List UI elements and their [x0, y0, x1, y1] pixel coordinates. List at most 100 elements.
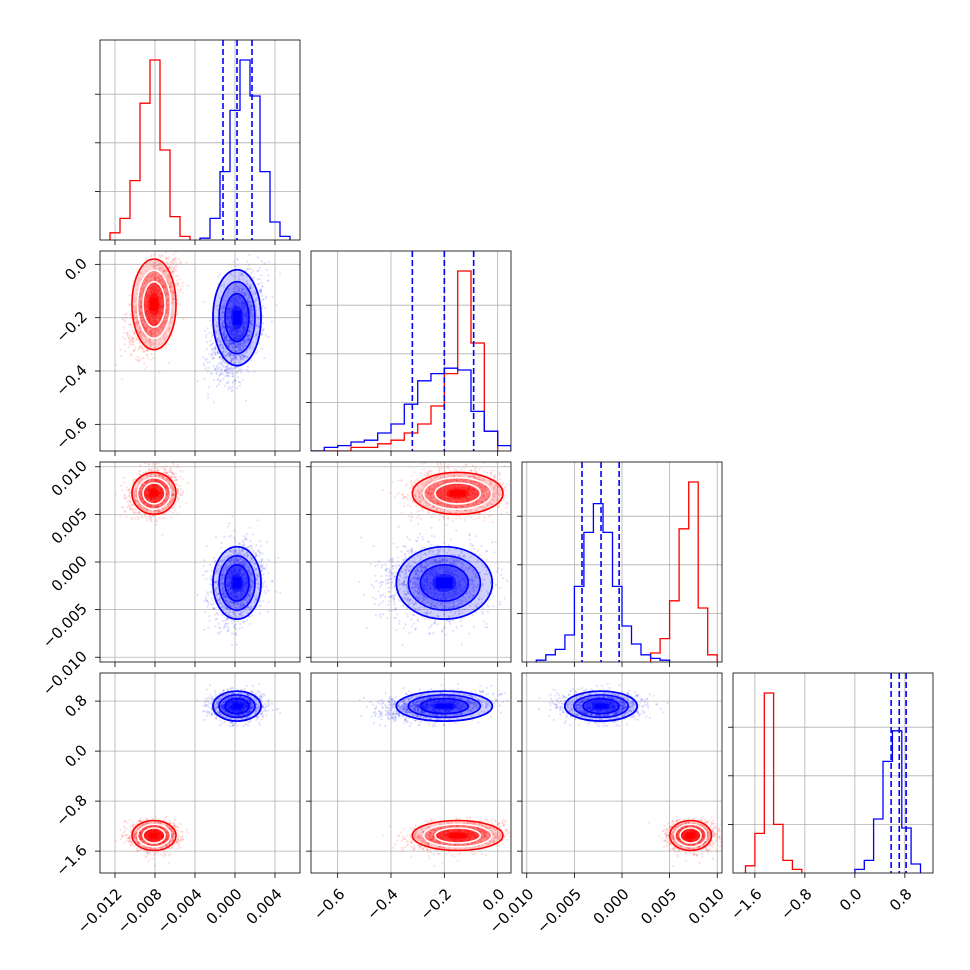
sample-point	[238, 271, 241, 274]
sample-point	[144, 304, 147, 307]
sample-point	[144, 341, 147, 344]
sample-point	[151, 289, 154, 292]
sample-point	[161, 517, 164, 520]
sample-point	[149, 290, 152, 293]
sample-point	[135, 318, 138, 321]
sample-point	[181, 284, 184, 287]
sample-point	[142, 325, 145, 328]
sample-point	[239, 336, 242, 339]
sample-point	[132, 337, 135, 340]
sample-point	[157, 326, 160, 329]
sample-point	[247, 301, 250, 304]
sample-point	[241, 304, 244, 307]
sample-point	[168, 262, 171, 265]
sample-point	[221, 298, 225, 302]
sample-point	[172, 290, 175, 293]
sample-point	[238, 381, 242, 384]
sample-point	[153, 267, 156, 270]
sample-point	[154, 283, 157, 286]
sample-point	[138, 299, 141, 302]
sample-point	[225, 337, 228, 340]
sample-point	[146, 296, 149, 300]
sample-point	[170, 270, 173, 273]
sample-point	[135, 324, 138, 327]
sample-point	[241, 307, 244, 310]
sample-point	[154, 327, 157, 330]
sample-point	[149, 332, 152, 335]
sample-point	[158, 313, 162, 317]
sample-point	[120, 489, 124, 492]
sample-point	[159, 255, 162, 258]
sample-point	[156, 328, 159, 331]
sample-point	[150, 335, 153, 338]
sample-point	[162, 320, 165, 324]
sample-point	[234, 338, 237, 341]
sample-point	[246, 243, 248, 245]
sample-point	[242, 356, 245, 359]
sample-point	[242, 304, 245, 307]
sample-point	[235, 333, 238, 336]
panel-2d-1-0	[114, 243, 282, 404]
sample-point	[123, 481, 126, 484]
sample-point	[233, 329, 236, 332]
sample-point	[160, 278, 163, 281]
sample-point	[226, 339, 229, 342]
sample-point	[214, 348, 217, 351]
sample-point	[145, 313, 148, 316]
sample-point	[179, 261, 182, 265]
sample-point	[146, 276, 149, 279]
sample-point	[148, 320, 151, 323]
sample-point	[143, 327, 146, 330]
sample-point	[222, 331, 225, 334]
sample-point	[238, 381, 241, 384]
sample-point	[234, 329, 237, 332]
sample-point	[155, 287, 158, 290]
sample-point	[235, 290, 238, 293]
sample-point	[144, 312, 148, 315]
sample-point	[232, 357, 235, 360]
sample-point	[146, 295, 150, 299]
sample-point	[154, 329, 157, 332]
sample-point	[166, 308, 169, 311]
sample-point	[147, 274, 150, 277]
sample-point	[179, 286, 182, 289]
sample-point	[148, 290, 151, 293]
sample-point	[162, 282, 165, 285]
sample-point	[167, 281, 171, 284]
sample-point	[156, 292, 159, 295]
sample-point	[228, 339, 231, 342]
sample-point	[150, 330, 153, 333]
sample-point	[175, 269, 178, 272]
sample-point	[244, 293, 247, 296]
sample-point	[172, 314, 175, 317]
sample-point	[157, 288, 160, 291]
sample-point	[250, 272, 253, 275]
sample-point	[136, 511, 139, 514]
sample-point	[219, 343, 222, 346]
sample-point	[142, 323, 145, 326]
sample-point	[236, 371, 239, 374]
sample-point	[228, 368, 231, 371]
sample-point	[140, 317, 143, 320]
sample-point	[228, 340, 232, 343]
sample-point	[235, 330, 238, 333]
sample-point	[152, 343, 155, 346]
sample-point	[165, 257, 168, 260]
sample-point	[159, 295, 162, 298]
sample-point	[151, 317, 154, 320]
sample-point	[230, 359, 234, 362]
sample-point	[139, 330, 142, 333]
sample-point	[169, 279, 172, 282]
sample-point	[217, 275, 220, 278]
sample-point	[219, 362, 222, 365]
sample-point	[229, 368, 232, 371]
sample-point	[143, 282, 146, 285]
sample-point	[242, 299, 245, 302]
sample-point	[153, 289, 156, 292]
sample-point	[147, 310, 150, 313]
sample-point	[171, 285, 174, 288]
sample-point	[204, 329, 207, 332]
sample-point	[250, 546, 253, 550]
sample-point	[138, 359, 141, 362]
sample-point	[237, 276, 240, 279]
